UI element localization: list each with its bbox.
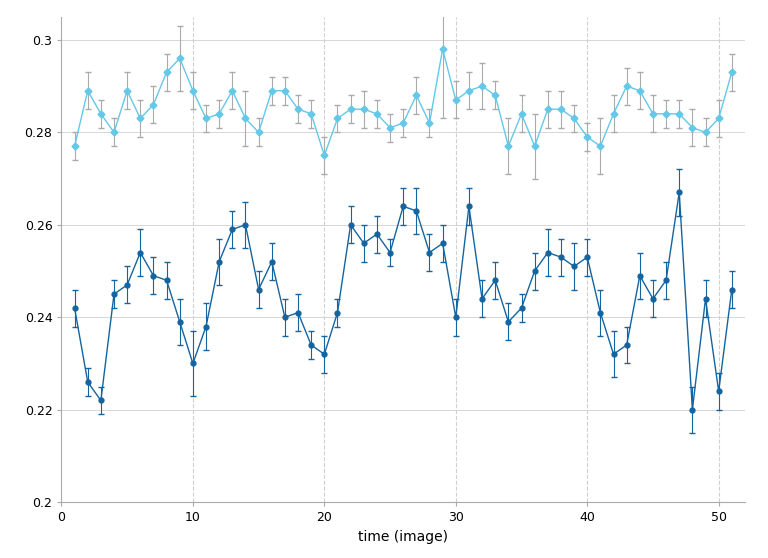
X-axis label: time (image): time (image) [358, 530, 449, 544]
